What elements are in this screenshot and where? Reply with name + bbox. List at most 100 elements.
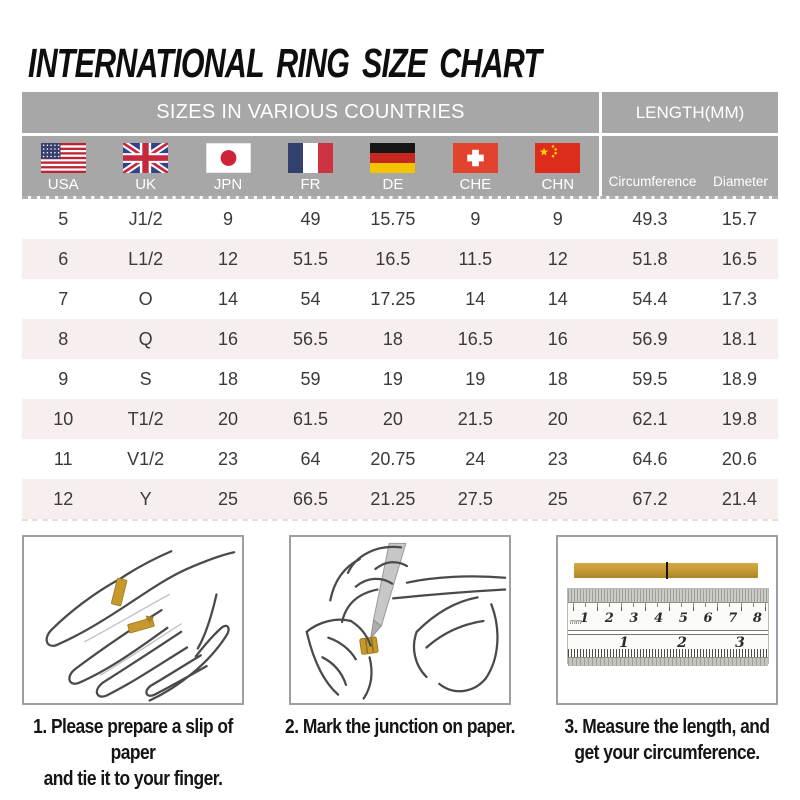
country-code: CHN — [541, 176, 575, 193]
ruler-cm-number: 6 — [703, 611, 713, 626]
ruler-metal-edge — [568, 589, 768, 603]
table-cell: 59.5 — [632, 368, 668, 389]
table-cell: 20.75 — [370, 448, 416, 469]
table-cell: 21.5 — [457, 408, 493, 429]
column-header-che: CHE — [434, 136, 516, 196]
table-cell: 25 — [218, 488, 239, 509]
ruler-cm-number: 1 — [580, 611, 590, 626]
table-cell: 16.5 — [457, 328, 493, 349]
table-cell: 16.5 — [721, 248, 757, 269]
table-cell: 20 — [382, 408, 403, 429]
table-cell: 10 — [53, 408, 74, 429]
table-cell: 18 — [382, 328, 403, 349]
table-cell: O — [138, 288, 153, 309]
ruler-cm-number: 2 — [604, 611, 614, 626]
ruler-unit-label: mm — [570, 619, 582, 626]
table-cell: 20.6 — [721, 448, 757, 469]
table-cell: 12 — [547, 248, 568, 269]
country-code: JPN — [213, 176, 243, 193]
table-header: SIZES IN VARIOUS COUNTRIES LENGTH(MM) — [22, 92, 778, 199]
table-cell: 23 — [547, 448, 568, 469]
ruler-inch-number: 2 — [677, 635, 687, 651]
length-columns: Circumference Diameter — [602, 136, 778, 196]
junction-mark — [666, 562, 668, 579]
ruler-cm-number: 4 — [654, 611, 664, 626]
caption-line: 2. Mark the junction on paper. — [285, 716, 515, 738]
column-header-jpn: JPN — [187, 136, 269, 196]
table-cell: 9 — [470, 208, 481, 229]
table-cell: 9 — [58, 368, 69, 389]
diameter-column-header: Diameter — [713, 174, 768, 189]
ruler-cm-number: 5 — [678, 611, 688, 626]
ruler-cm-number: 3 — [629, 611, 639, 626]
table-cell: 20 — [547, 408, 568, 429]
table-cell: 18 — [547, 368, 568, 389]
table-cell: 59 — [300, 368, 321, 389]
table-cell: 51.8 — [632, 248, 668, 269]
country-code: FR — [300, 176, 321, 193]
table-cell: T1/2 — [127, 408, 164, 429]
caption-line: 1. Please prepare a slip of paper — [33, 716, 233, 764]
country-columns: USA UK — [22, 136, 602, 196]
table-cell: 15.7 — [721, 208, 757, 229]
ruler-bottom-edge — [568, 657, 768, 666]
table-cell: 19 — [465, 368, 486, 389]
ruler-inch-scale: 1 2 3 — [568, 635, 768, 657]
table-cell: 66.5 — [292, 488, 328, 509]
paper-slip-on-finger — [110, 577, 155, 634]
step-1: 1. Please prepare a slip of paper and ti… — [22, 535, 244, 792]
ruler-inch-number: 3 — [735, 635, 745, 651]
mark-junction-with-pen-illustration — [305, 542, 507, 700]
table-cell: 8 — [58, 328, 69, 349]
table-row: 5 J1/2 9 49 15.75 9 9 49.3 15.7 — [22, 199, 778, 239]
table-cell: 12 — [53, 488, 74, 509]
step-2: 2. Mark the junction on paper. — [285, 535, 515, 792]
table-cell: 11.5 — [458, 248, 493, 269]
japan-flag-icon — [205, 143, 251, 173]
country-code: CHE — [459, 176, 492, 193]
table-cell: 61.5 — [292, 408, 328, 429]
table-cell: 15.75 — [370, 208, 416, 229]
table-row: 12 Y 25 66.5 21.25 27.5 25 67.2 21.4 — [22, 479, 778, 519]
table-cell: 12 — [218, 248, 239, 269]
china-flag-icon — [535, 143, 581, 173]
ruler-divider — [568, 630, 768, 635]
table-cell: 16 — [218, 328, 239, 349]
country-code: USA — [47, 176, 79, 193]
usa-flag-icon — [40, 143, 86, 173]
table-cell: 56.5 — [292, 328, 328, 349]
uk-flag-icon — [123, 143, 169, 173]
table-cell: 18.9 — [721, 368, 757, 389]
country-code: UK — [135, 176, 157, 193]
hand-with-paper-slip-illustration — [45, 550, 236, 702]
step-1-illustration-box — [22, 535, 244, 705]
table-row: 8 Q 16 56.5 18 16.5 16 56.9 18.1 — [22, 319, 778, 359]
caption-line: get your circumference. — [574, 742, 760, 764]
ring-size-table: SIZES IN VARIOUS COUNTRIES LENGTH(MM) — [22, 92, 778, 521]
table-cell: 9 — [552, 208, 563, 229]
table-row: 7 O 14 54 17.25 14 14 54.4 17.3 — [22, 279, 778, 319]
table-cell: 21.4 — [721, 488, 757, 509]
step-3-caption: 3. Measure the length, and get your circ… — [549, 714, 786, 766]
column-header-uk: UK — [104, 136, 186, 196]
table-cell: 14 — [218, 288, 239, 309]
table-cell: 20 — [218, 408, 239, 429]
caption-line: 3. Measure the length, and — [564, 716, 770, 738]
table-cell: 23 — [218, 448, 239, 469]
sizes-group-header: SIZES IN VARIOUS COUNTRIES — [22, 92, 602, 133]
table-cell: 19 — [382, 368, 403, 389]
table-cell: 17.25 — [370, 288, 416, 309]
table-cell: 62.1 — [632, 408, 668, 429]
table-cell: 24 — [465, 448, 486, 469]
step-2-caption: 2. Mark the junction on paper. — [282, 714, 519, 740]
table-row: 11 V1/2 23 64 20.75 24 23 64.6 20.6 — [22, 439, 778, 479]
table-cell: J1/2 — [128, 208, 163, 229]
table-cell: 49 — [300, 208, 321, 229]
table-cell: 11 — [53, 448, 73, 469]
column-header-de: DE — [352, 136, 434, 196]
step-2-illustration-box — [289, 535, 511, 705]
